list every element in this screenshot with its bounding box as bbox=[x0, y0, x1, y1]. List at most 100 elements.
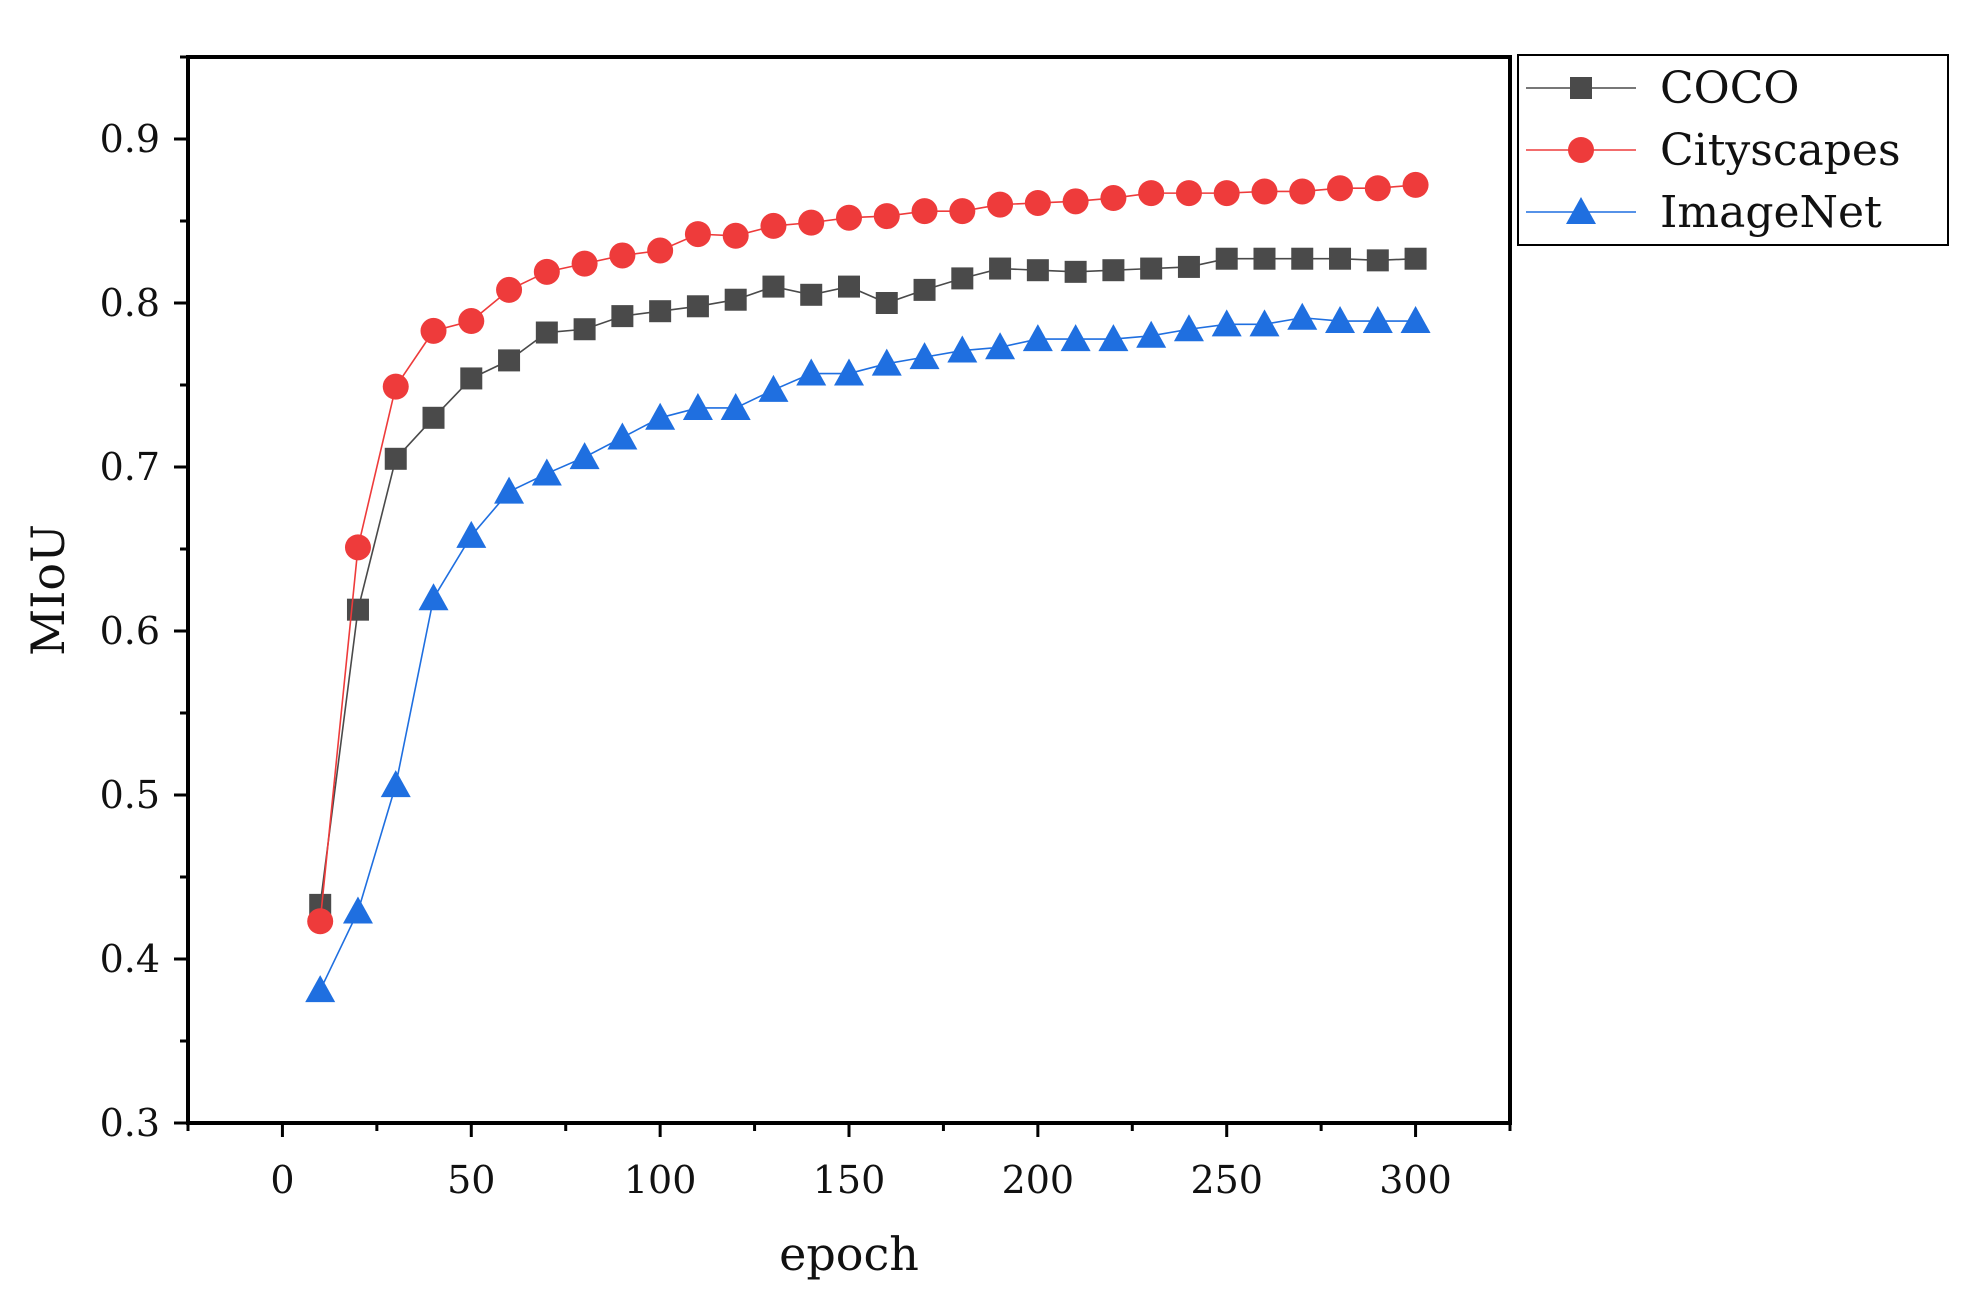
data-point bbox=[1327, 175, 1354, 202]
data-point bbox=[456, 520, 487, 548]
plot-area bbox=[188, 57, 1510, 1123]
x-tick-label: 250 bbox=[1190, 1158, 1263, 1202]
data-point bbox=[873, 203, 900, 230]
data-point bbox=[949, 198, 976, 225]
data-point bbox=[762, 275, 785, 298]
data-point bbox=[1022, 324, 1053, 352]
data-point bbox=[384, 447, 407, 470]
data-point bbox=[342, 896, 373, 924]
data-point bbox=[1060, 324, 1091, 352]
data-point bbox=[947, 335, 978, 363]
data-point bbox=[607, 422, 638, 450]
data-point bbox=[533, 258, 560, 285]
data-point bbox=[496, 276, 523, 303]
data-point bbox=[798, 209, 825, 236]
legend: COCO Cityscapes ImageNet bbox=[1517, 54, 1949, 246]
data-point bbox=[611, 305, 634, 328]
x-tick-label: 100 bbox=[624, 1158, 697, 1202]
data-point bbox=[1062, 188, 1089, 215]
legend-item-imagenet: ImageNet bbox=[1526, 187, 1882, 238]
data-point bbox=[649, 300, 672, 323]
data-point bbox=[758, 374, 789, 402]
data-point bbox=[494, 476, 525, 504]
data-point bbox=[1177, 255, 1200, 278]
data-point bbox=[913, 278, 936, 301]
data-point bbox=[1366, 249, 1389, 272]
data-point bbox=[989, 257, 1012, 280]
y-tick-label: 0.7 bbox=[100, 445, 160, 489]
data-point bbox=[985, 332, 1016, 360]
x-tick-label: 0 bbox=[270, 1158, 294, 1202]
data-point bbox=[1173, 314, 1204, 342]
legend-label: Cityscapes bbox=[1660, 125, 1901, 176]
data-point bbox=[1138, 180, 1165, 207]
data-point bbox=[1253, 247, 1276, 270]
data-point bbox=[569, 442, 600, 470]
data-point bbox=[760, 212, 787, 239]
data-point bbox=[1215, 247, 1238, 270]
data-point bbox=[1100, 185, 1127, 212]
data-point bbox=[1249, 309, 1280, 337]
legend-item-coco: COCO bbox=[1526, 63, 1799, 114]
data-point bbox=[1136, 320, 1167, 348]
x-tick-label: 50 bbox=[447, 1158, 495, 1202]
legend-label: ImageNet bbox=[1660, 187, 1882, 238]
data-point bbox=[382, 373, 409, 400]
y-tick-label: 0.6 bbox=[100, 609, 160, 653]
data-point bbox=[344, 534, 371, 561]
y-tick-label: 0.9 bbox=[100, 117, 160, 161]
data-point bbox=[987, 191, 1014, 218]
legend-marker bbox=[1568, 137, 1594, 163]
data-point bbox=[1251, 178, 1278, 205]
y-axis-title: MIoU bbox=[21, 524, 75, 656]
data-point bbox=[573, 318, 596, 341]
data-point bbox=[422, 406, 445, 429]
x-tick-label: 200 bbox=[1002, 1158, 1075, 1202]
data-point bbox=[720, 392, 751, 420]
data-point bbox=[834, 358, 864, 386]
data-point bbox=[1289, 178, 1316, 205]
data-point bbox=[1098, 324, 1129, 352]
data-point bbox=[1291, 247, 1314, 270]
data-point bbox=[418, 583, 449, 611]
data-point bbox=[1211, 309, 1242, 337]
data-point bbox=[647, 237, 674, 264]
data-point bbox=[909, 342, 940, 370]
data-point bbox=[1364, 175, 1391, 202]
data-point bbox=[686, 295, 709, 318]
data-point bbox=[498, 349, 521, 372]
data-point bbox=[875, 292, 898, 314]
x-axis-title: epoch bbox=[779, 1227, 919, 1281]
data-point bbox=[1362, 306, 1393, 334]
data-point bbox=[571, 250, 598, 277]
data-point bbox=[531, 458, 562, 486]
data-point bbox=[1325, 306, 1356, 334]
data-point bbox=[535, 321, 558, 344]
x-ticks: 0 50 100 150 200 250 300 bbox=[186, 1123, 1512, 1202]
data-point bbox=[460, 367, 483, 390]
x-tick-label: 300 bbox=[1379, 1158, 1452, 1202]
data-point bbox=[380, 770, 411, 798]
data-point bbox=[1064, 260, 1087, 283]
y-tick-label: 0.3 bbox=[100, 1101, 160, 1145]
data-point bbox=[609, 242, 636, 269]
data-point bbox=[1329, 247, 1352, 270]
data-point bbox=[1026, 259, 1049, 282]
data-point bbox=[800, 283, 823, 306]
data-point bbox=[682, 392, 713, 420]
data-point bbox=[1287, 302, 1318, 330]
legend-marker bbox=[1566, 197, 1596, 224]
data-point bbox=[722, 222, 749, 249]
data-point bbox=[836, 204, 862, 231]
data-point bbox=[871, 348, 902, 376]
series-layer bbox=[305, 171, 1431, 1003]
y-tick-label: 0.8 bbox=[100, 281, 160, 325]
data-point bbox=[796, 358, 827, 386]
data-point bbox=[645, 402, 676, 430]
legend-label: COCO bbox=[1660, 63, 1799, 114]
data-point bbox=[1213, 180, 1240, 207]
data-point bbox=[951, 267, 974, 290]
data-point bbox=[911, 198, 938, 225]
data-point bbox=[1024, 189, 1051, 216]
